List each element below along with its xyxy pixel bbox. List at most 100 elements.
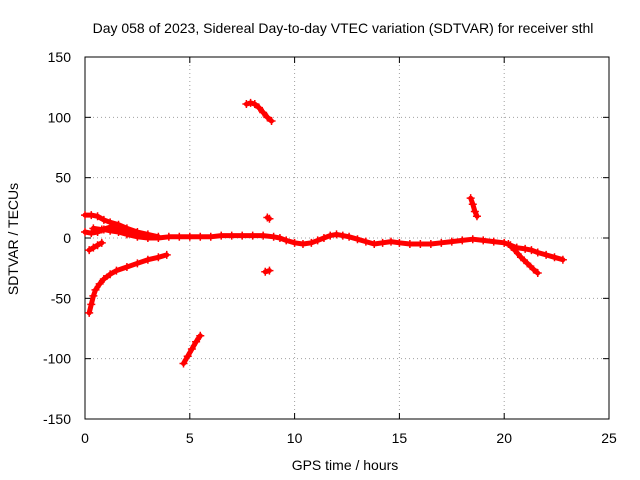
data-point	[183, 352, 192, 361]
data-point	[529, 265, 538, 274]
data-point	[516, 253, 525, 262]
data-point	[447, 237, 456, 246]
data-point	[542, 250, 551, 259]
data-point	[466, 194, 475, 203]
data-point	[426, 240, 435, 249]
data-point	[133, 231, 142, 240]
series-secondary-band	[89, 223, 152, 241]
data-point	[246, 98, 255, 107]
data-point	[179, 359, 188, 368]
data-point	[378, 238, 387, 247]
data-point	[248, 231, 257, 240]
data-point	[395, 238, 404, 247]
data-point	[263, 113, 272, 122]
data-point	[93, 241, 102, 250]
x-tick-label: 15	[392, 430, 408, 446]
data-point	[472, 212, 481, 221]
data-point	[550, 253, 559, 262]
data-point	[307, 238, 316, 247]
y-tick-label: 150	[48, 49, 72, 65]
data-point	[185, 232, 194, 241]
y-axis-title: SDTVAR / TECUs	[5, 183, 21, 295]
data-point	[106, 223, 115, 232]
data-point	[298, 240, 307, 249]
y-tick-label: 0	[63, 230, 71, 246]
x-tick-labels: 0 5 10 15 20 25	[81, 430, 617, 446]
data-point	[470, 207, 479, 216]
data-point	[164, 232, 173, 241]
series-recovery-curve	[85, 250, 171, 317]
series-high-segment	[242, 98, 276, 125]
y-tick-label: -150	[43, 411, 71, 427]
data-point	[416, 240, 425, 249]
series-band	[468, 195, 480, 219]
data-point	[259, 231, 268, 240]
x-tick-label: 20	[496, 430, 512, 446]
y-tick-label: -50	[51, 290, 71, 306]
data-point	[468, 200, 477, 209]
series-isolated-b	[261, 266, 274, 276]
data-point	[326, 231, 335, 240]
data-point	[143, 232, 152, 241]
data-point	[99, 215, 108, 224]
data-point	[267, 116, 276, 125]
data-point	[387, 237, 396, 246]
data-point	[361, 237, 370, 246]
data-point	[254, 103, 263, 112]
y-tick-label: 100	[48, 109, 72, 125]
data-point	[282, 236, 291, 245]
data-point	[332, 230, 341, 239]
data-point	[143, 255, 152, 264]
data-point	[275, 234, 284, 242]
data-point	[527, 246, 536, 255]
data-point	[458, 236, 467, 245]
data-point	[265, 214, 274, 223]
y-tick-labels: -150 -100 -50 0 50 100 150	[43, 49, 71, 427]
data-point	[345, 232, 354, 241]
data-point	[265, 266, 274, 275]
data-point	[89, 243, 98, 252]
data-point	[112, 266, 121, 275]
data-point	[489, 237, 498, 246]
data-point	[558, 255, 567, 264]
data-point	[259, 108, 268, 117]
data-point	[192, 337, 201, 346]
data-point	[87, 300, 96, 309]
data-point	[521, 244, 530, 253]
data-point	[89, 224, 98, 233]
series-short-dip	[85, 238, 106, 255]
data-point	[250, 100, 259, 109]
data-point	[175, 232, 184, 241]
x-tick-label: 10	[287, 430, 303, 446]
data-point	[319, 234, 328, 242]
data-point	[89, 291, 98, 300]
x-tick-label: 0	[81, 430, 89, 446]
data-point	[238, 231, 247, 240]
data-point	[510, 246, 519, 255]
axis-ticks	[84, 56, 610, 420]
data-point	[162, 250, 171, 259]
data-point	[437, 238, 446, 247]
data-point	[187, 345, 196, 354]
x-tick-label: 5	[186, 430, 194, 446]
data-point	[353, 235, 362, 244]
y-tick-label: 50	[55, 170, 71, 186]
data-point	[106, 270, 115, 279]
data-point	[154, 253, 163, 262]
series-band	[86, 240, 105, 253]
data-point	[290, 238, 299, 247]
data-point	[114, 225, 123, 234]
data-point	[87, 211, 96, 220]
data-point	[206, 232, 215, 241]
data-point	[468, 235, 477, 244]
data-point	[313, 236, 322, 245]
data-points	[81, 98, 567, 368]
data-point	[196, 331, 205, 340]
data-point	[227, 231, 236, 240]
grid-lines	[85, 57, 609, 419]
x-axis-title: GPS time / hours	[292, 457, 399, 473]
data-point	[87, 229, 96, 238]
data-point	[81, 227, 89, 236]
data-point	[122, 262, 131, 271]
